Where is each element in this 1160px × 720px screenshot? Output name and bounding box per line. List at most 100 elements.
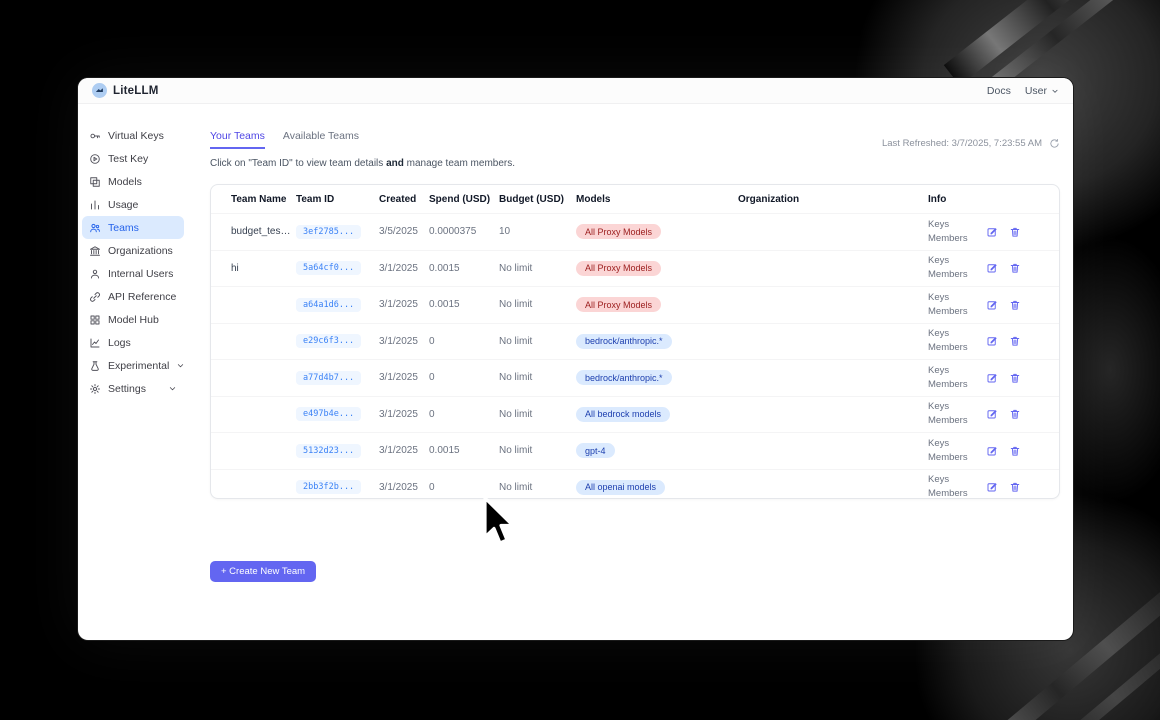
delete-team-button[interactable] [1009,335,1021,347]
column-header: Budget (USD) [499,193,564,205]
sidebar-item-label: Test Key [108,152,149,165]
spend-cell: 0 [429,372,435,384]
sidebar-item-label: Model Hub [108,313,159,326]
team-id-link[interactable]: 3ef2785... [296,224,362,239]
create-new-team-button[interactable]: + Create New Team [210,561,317,582]
delete-team-button[interactable] [1009,299,1021,311]
user-icon [90,269,100,278]
sidebar-item-experimental[interactable]: Experimental [82,354,184,377]
sidebar-item-api-reference[interactable]: API Reference [82,285,184,308]
budget-cell: No limit [499,262,533,274]
refresh-icon[interactable] [1049,138,1060,149]
trash-icon [1010,227,1020,237]
sidebar-item-label: Internal Users [108,267,174,280]
sidebar-item-label: Virtual Keys [108,129,164,142]
team-id-cell: e29c6f3... [296,334,379,349]
delete-team-button[interactable] [1009,481,1021,493]
spend-cell: 0 [429,481,435,493]
delete-team-button[interactable] [1009,445,1021,457]
info-cell: Keys Members [928,255,968,281]
team-id-link[interactable]: a64a1d6... [296,297,362,312]
trash-icon [1010,264,1020,273]
top-navbar: LiteLLM Docs User [78,78,1073,104]
bar-chart-icon [91,200,99,209]
table-body: budget_test_team3ef2785... 3/5/2025 0.0000… [211,213,1059,499]
edit-icon [987,228,997,237]
team-id-link[interactable]: 5a64cf0... [296,261,362,276]
edit-team-button[interactable] [986,335,998,347]
team-id-cell: e497b4e... [296,407,379,422]
spend-cell: 0.0015 [429,299,460,311]
budget-cell: No limit [499,299,533,311]
delete-team-button[interactable] [1009,408,1021,420]
teams-table-card: Team Name Team ID Created Spend (USD) Budget… [210,184,1060,499]
models-cell: bedrock/anthropic.* [576,333,738,349]
models-cell: All Proxy Models [576,224,738,240]
sidebar-item-usage[interactable]: Usage [82,193,184,216]
tab-available-teams[interactable]: Available Teams [282,130,359,142]
subtitle-text: Click on "Team ID" to view team details [210,158,387,169]
edit-team-button[interactable] [986,408,998,420]
delete-team-button[interactable] [1009,226,1021,238]
team-id-link[interactable]: 5132d23... [296,443,362,458]
trash-icon [1010,300,1020,310]
table-row: 5132d23... 3/1/2025 0.0015 No limit gpt-4 Key… [211,432,1059,469]
sidebar-item-organizations[interactable]: Organizations [82,239,184,262]
line-chart-icon [90,338,100,347]
team-id-cell: a64a1d6... [296,297,379,312]
table-row: hi 5a64cf0... 3/1/2025 0.0015 No limit All Pr… [211,249,1059,287]
block-icon [90,176,100,187]
row-actions [986,335,1059,347]
sidebar-item-models[interactable]: Models [82,170,184,193]
sidebar-item-test-key[interactable]: Test Key [82,147,184,170]
trash-icon [1010,446,1020,456]
sidebar-item-virtual-keys[interactable]: Virtual Keys [82,124,184,147]
page-subtitle: Click on "Team ID" to view team details … [210,158,1060,169]
edit-team-button[interactable] [986,481,998,493]
team-id-link[interactable]: 2bb3f2b... [296,480,362,495]
sidebar-item-internal-users[interactable]: Internal Users [82,262,184,285]
edit-team-button[interactable] [986,372,998,384]
info-cell: Keys Members [928,291,968,317]
model-badge: bedrock/anthropic.* [576,370,672,386]
docs-link[interactable]: Docs [986,84,1011,97]
table-row: e497b4e... 3/1/2025 0 No limit All bedrock m… [211,395,1059,433]
created-cell: 3/1/2025 [379,372,418,384]
user-menu[interactable]: User [1025,85,1059,97]
sidebar-item-label: Teams [108,221,139,234]
sidebar: Virtual Keys Test Key Models Usage Teams Orga… [78,104,188,640]
row-actions [986,481,1059,493]
team-id-link[interactable]: e29c6f3... [296,334,362,349]
edit-team-button[interactable] [986,299,998,311]
sidebar-item-settings[interactable]: Settings [82,377,184,400]
edit-team-button[interactable] [986,226,998,238]
sidebar-item-label: Models [108,175,142,188]
delete-team-button[interactable] [1009,262,1021,274]
chevron-down-icon [1052,89,1058,93]
experiment-icon [91,360,99,371]
info-cell: Keys Members [928,401,968,427]
team-id-link[interactable]: e497b4e... [296,407,362,422]
models-cell: All Proxy Models [576,297,738,313]
created-cell: 3/1/2025 [379,481,418,493]
sidebar-item-teams[interactable]: Teams [82,216,184,239]
model-badge: All bedrock models [576,406,671,422]
column-header: Organization [738,193,800,205]
model-badge: All Proxy Models [576,297,662,313]
mouse-cursor [483,496,515,545]
info-cell: Keys Members [928,474,968,499]
team-id-link[interactable]: a77d4b7... [296,370,362,385]
tab-your-teams[interactable]: Your Teams [210,130,265,149]
edit-team-button[interactable] [986,262,998,274]
sidebar-item-logs[interactable]: Logs [82,331,184,354]
team-id-cell: 5a64cf0... [296,261,379,276]
trash-icon [1010,410,1020,419]
edit-team-button[interactable] [986,445,998,457]
created-cell: 3/1/2025 [379,299,418,311]
info-cell: Keys Members [928,437,968,463]
team-icon [90,223,100,232]
budget-cell: No limit [499,408,533,420]
delete-team-button[interactable] [1009,372,1021,384]
brand-title: LiteLLM [113,84,159,97]
sidebar-item-model-hub[interactable]: Model Hub [82,308,184,331]
